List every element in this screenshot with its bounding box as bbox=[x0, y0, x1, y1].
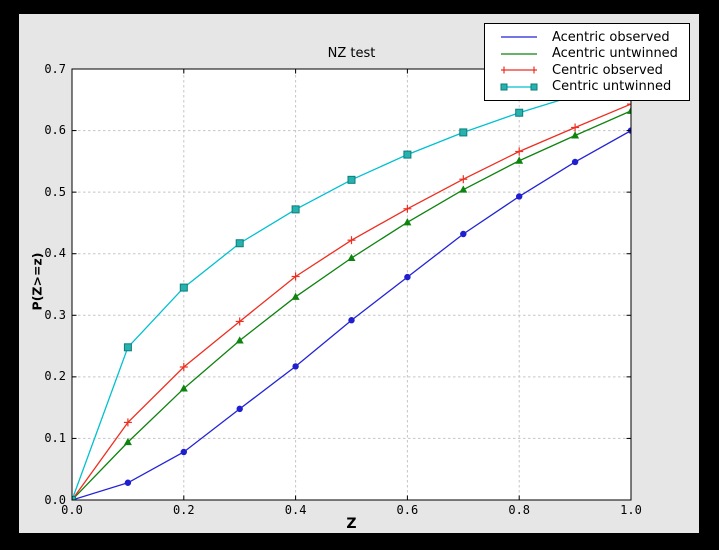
x-tick-label: 0.6 bbox=[396, 503, 419, 517]
x-axis-label: Z bbox=[346, 516, 357, 532]
y-tick-label: 0.1 bbox=[44, 430, 66, 445]
series-acentric-observed bbox=[72, 127, 631, 500]
series-centric-untwinned bbox=[72, 75, 631, 500]
series-centric-observed bbox=[72, 100, 631, 500]
legend-label: Centric untwinned bbox=[552, 79, 672, 95]
x-tick-label: 1.0 bbox=[620, 503, 642, 517]
y-tick-label: 0.7 bbox=[44, 61, 66, 76]
legend-line-sample bbox=[501, 53, 537, 55]
y-tick-label: 0.4 bbox=[44, 246, 66, 261]
legend-item: Centric observed bbox=[499, 62, 681, 79]
y-tick-label: 0.2 bbox=[44, 369, 66, 384]
chart-title: NZ test bbox=[327, 46, 376, 61]
legend-label: Acentric observed bbox=[552, 29, 670, 45]
x-tick-label: 0.2 bbox=[172, 503, 195, 517]
axes-frame bbox=[71, 68, 632, 501]
legend-line-sample bbox=[501, 66, 537, 74]
legend-item: Acentric observed bbox=[499, 29, 681, 46]
legend: Acentric observed Acentric untwinned Centr… bbox=[484, 23, 690, 101]
x-tick-label: 0.0 bbox=[61, 503, 83, 517]
plot-area bbox=[72, 69, 631, 500]
x-tick-label: 0.8 bbox=[508, 503, 531, 517]
axis-ticks bbox=[71, 68, 632, 501]
legend-label: Centric observed bbox=[552, 62, 663, 78]
x-tick-label: 0.4 bbox=[284, 503, 307, 517]
y-tick-label: 0.5 bbox=[44, 184, 66, 199]
legend-line-sample bbox=[501, 36, 537, 38]
legend-label: Acentric untwinned bbox=[552, 46, 678, 62]
legend-item: Centric untwinned bbox=[499, 79, 681, 96]
series-acentric-untwinned bbox=[72, 106, 631, 500]
y-tick-label: 0.3 bbox=[44, 307, 66, 322]
gridlines bbox=[73, 70, 630, 499]
y-tick-label: 0.0 bbox=[44, 492, 66, 507]
legend-item: Acentric untwinned bbox=[499, 46, 681, 63]
y-tick-label: 0.6 bbox=[44, 123, 66, 138]
legend-line-sample bbox=[500, 83, 538, 91]
